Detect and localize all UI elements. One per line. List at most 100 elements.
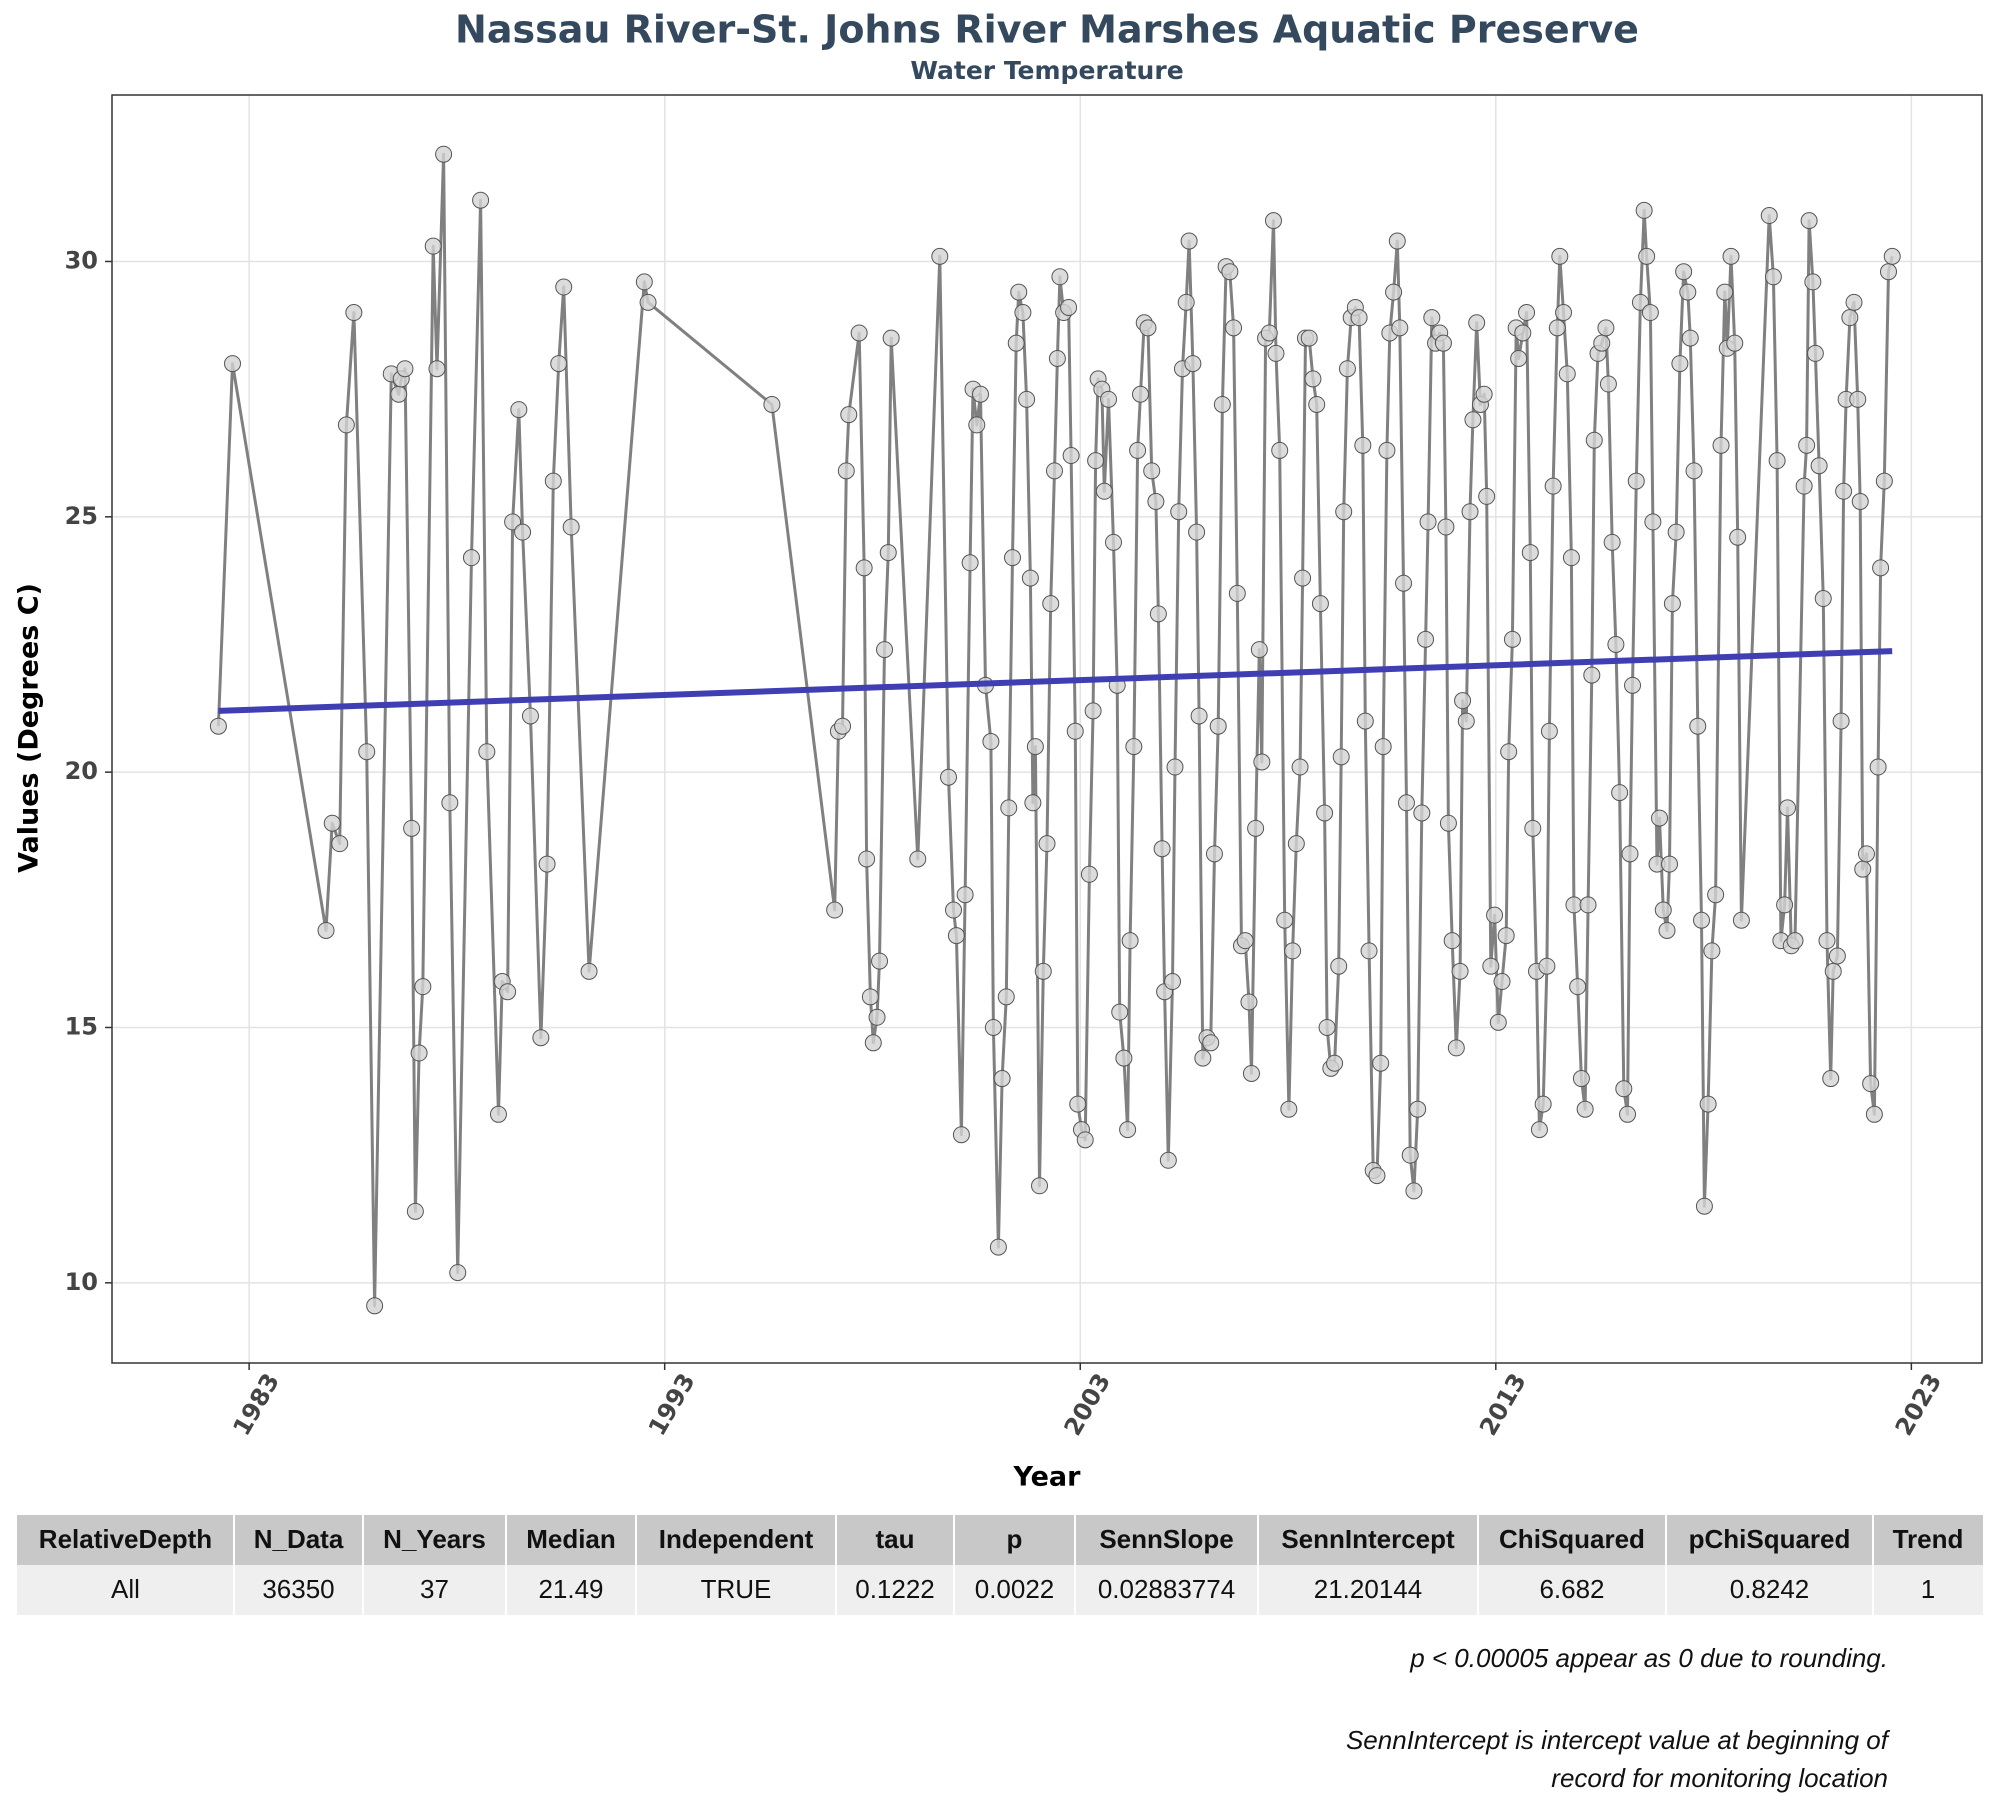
data-point <box>1045 462 1063 480</box>
data-point <box>1260 324 1278 342</box>
data-point <box>984 1018 1002 1036</box>
data-point <box>1486 906 1504 924</box>
note: p < 0.00005 appear as 0 due to rounding. <box>1409 1643 1888 1673</box>
data-point <box>1524 819 1542 837</box>
table-header-bg <box>17 1515 1983 1565</box>
data-point <box>1125 738 1143 756</box>
data-point <box>1080 865 1098 883</box>
data-point <box>1497 927 1515 945</box>
data-point <box>224 355 242 373</box>
data-point <box>1042 595 1060 613</box>
data-point <box>1069 1095 1087 1113</box>
chart-subtitle: Water Temperature <box>910 56 1183 85</box>
data-point <box>1194 1049 1212 1067</box>
data-point <box>555 278 573 296</box>
data-point <box>1184 355 1202 373</box>
data-point <box>1021 569 1039 587</box>
data-point <box>855 559 873 577</box>
data-point <box>961 554 979 572</box>
table-cell: 0.1222 <box>855 1574 935 1604</box>
data-point <box>1716 283 1734 301</box>
data-point <box>1530 1121 1548 1139</box>
data-point <box>1454 692 1472 710</box>
data-point <box>1760 207 1778 225</box>
table-row-bg <box>17 1565 1983 1615</box>
data-point <box>1397 794 1415 812</box>
data-point <box>499 983 517 1001</box>
data-point <box>1883 247 1901 265</box>
y-tick-label: 15 <box>65 1012 98 1040</box>
data-point <box>1378 441 1396 459</box>
data-point <box>1461 503 1479 521</box>
data-point <box>1875 472 1893 490</box>
data-point <box>1062 447 1080 465</box>
data-point <box>331 835 349 853</box>
data-point <box>1851 492 1869 510</box>
data-point <box>1576 1100 1594 1118</box>
data-point <box>834 717 852 735</box>
data-point <box>635 273 653 291</box>
data-point <box>1555 304 1573 322</box>
data-point <box>1159 1151 1177 1169</box>
data-point <box>514 523 532 541</box>
data-point <box>1205 845 1223 863</box>
table-header: Trend <box>1893 1524 1964 1554</box>
data-point <box>1681 329 1699 347</box>
data-point <box>1360 942 1378 960</box>
data-point <box>1437 518 1455 536</box>
data-point <box>1388 232 1406 250</box>
table-header: pChiSquared <box>1689 1524 1851 1554</box>
data-point <box>945 901 962 919</box>
data-point <box>1835 482 1853 500</box>
data-point <box>1439 814 1457 832</box>
data-point <box>1593 334 1611 352</box>
data-point <box>1143 462 1161 480</box>
data-point <box>1264 212 1282 230</box>
data-point <box>1395 574 1413 592</box>
data-point <box>1624 676 1642 694</box>
data-point <box>1271 441 1289 459</box>
data-point <box>1514 324 1532 342</box>
data-point <box>1832 712 1850 730</box>
data-point <box>1603 533 1621 551</box>
data-point <box>1661 855 1679 873</box>
data-point <box>1066 722 1084 740</box>
data-point <box>1443 932 1461 950</box>
table-header: N_Data <box>254 1524 344 1554</box>
data-point <box>1500 743 1518 761</box>
data-point <box>1202 1034 1220 1052</box>
data-point <box>1644 513 1662 531</box>
data-point <box>1170 503 1188 521</box>
data-point <box>1024 794 1042 812</box>
data-point <box>1786 932 1804 950</box>
data-point <box>1849 390 1867 408</box>
data-point <box>435 145 453 163</box>
data-point <box>1147 492 1165 510</box>
data-point <box>1572 1070 1590 1088</box>
data-point <box>1287 835 1305 853</box>
data-point <box>1729 528 1747 546</box>
data-point <box>868 1008 886 1026</box>
data-point <box>472 191 490 209</box>
data-point <box>1026 738 1044 756</box>
data-point <box>952 1126 970 1144</box>
data-point <box>1149 605 1167 623</box>
data-point <box>1712 436 1730 454</box>
data-point <box>1798 436 1816 454</box>
data-point <box>1417 630 1435 648</box>
data-point <box>1188 523 1206 541</box>
data-point <box>1372 1054 1390 1072</box>
table-cell: All <box>111 1574 140 1604</box>
data-point <box>1311 595 1329 613</box>
data-point <box>1569 978 1587 996</box>
data-point <box>1558 365 1576 383</box>
data-point <box>510 401 528 419</box>
data-point <box>982 733 1000 751</box>
data-point <box>1180 232 1198 250</box>
data-point <box>1076 1131 1094 1149</box>
data-point <box>1014 304 1032 322</box>
data-point <box>1627 472 1645 490</box>
data-point <box>909 850 927 868</box>
data-point <box>1280 1100 1298 1118</box>
data-point <box>1228 584 1246 602</box>
